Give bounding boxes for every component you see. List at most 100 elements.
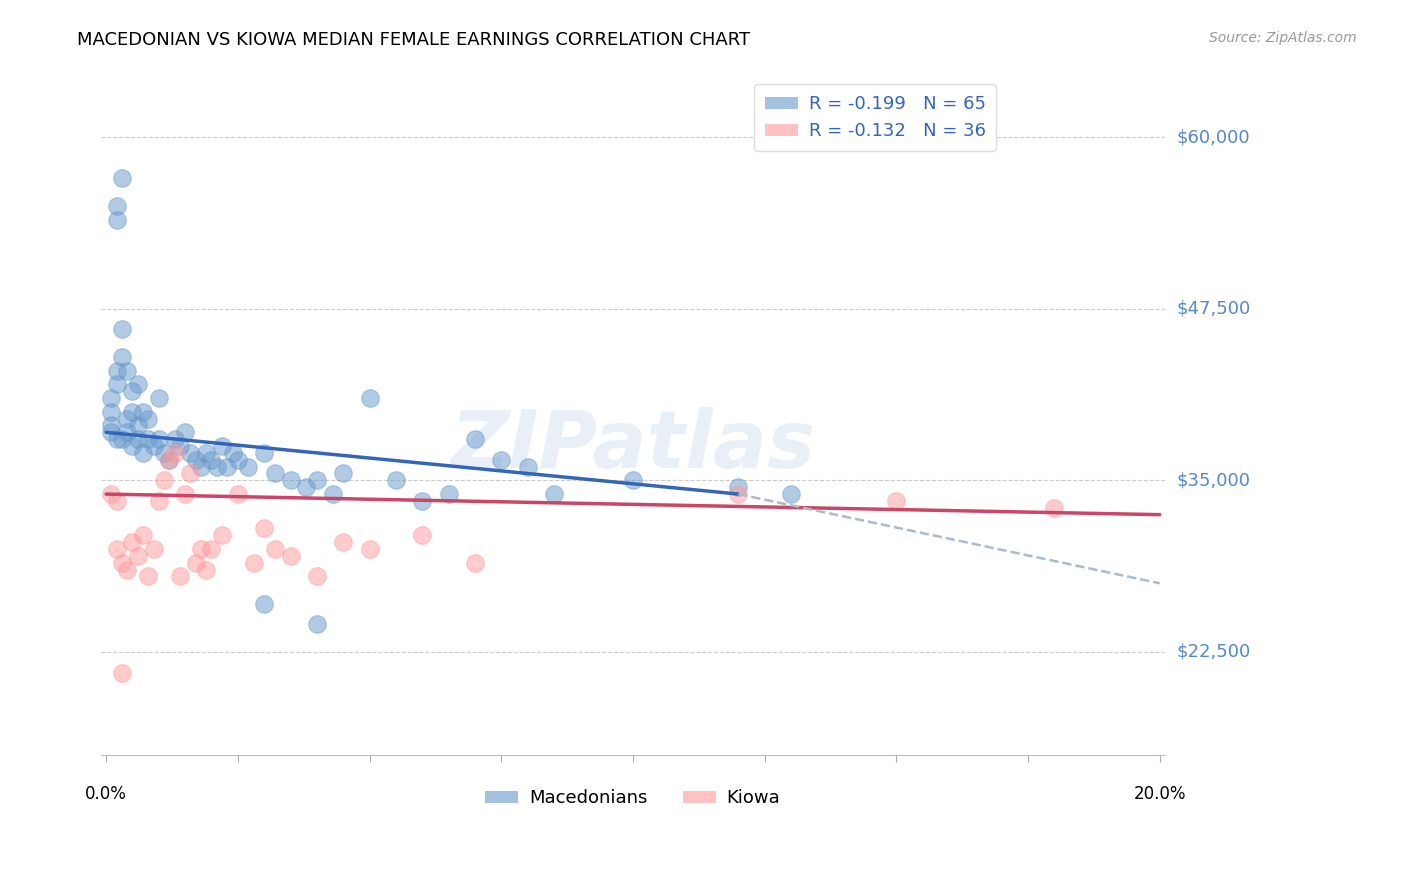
Text: Source: ZipAtlas.com: Source: ZipAtlas.com	[1209, 31, 1357, 45]
Text: 0.0%: 0.0%	[86, 786, 127, 804]
Point	[190, 541, 212, 556]
Point	[205, 459, 228, 474]
Point	[136, 569, 159, 583]
Point	[111, 665, 134, 680]
Point	[142, 439, 165, 453]
Point	[195, 446, 218, 460]
Point	[132, 405, 155, 419]
Point	[174, 425, 197, 440]
Point	[127, 377, 149, 392]
Point	[100, 391, 122, 405]
Point	[263, 541, 285, 556]
Point	[1043, 500, 1066, 515]
Text: $47,500: $47,500	[1177, 300, 1250, 318]
Point	[305, 617, 328, 632]
Point	[148, 391, 170, 405]
Point	[148, 494, 170, 508]
Point	[305, 569, 328, 583]
Point	[411, 528, 433, 542]
Point	[780, 487, 803, 501]
Point	[100, 425, 122, 440]
Point	[195, 563, 218, 577]
Text: $35,000: $35,000	[1177, 471, 1250, 490]
Point	[179, 467, 201, 481]
Point	[111, 322, 134, 336]
Point	[253, 446, 276, 460]
Point	[242, 556, 264, 570]
Point	[115, 425, 138, 440]
Point	[174, 487, 197, 501]
Point	[295, 480, 318, 494]
Point	[322, 487, 344, 501]
Point	[163, 432, 186, 446]
Text: MACEDONIAN VS KIOWA MEDIAN FEMALE EARNINGS CORRELATION CHART: MACEDONIAN VS KIOWA MEDIAN FEMALE EARNIN…	[77, 31, 751, 49]
Point	[253, 597, 276, 611]
Point	[179, 446, 201, 460]
Text: ZIPatlas: ZIPatlas	[450, 407, 815, 485]
Point	[211, 528, 233, 542]
Point	[200, 541, 222, 556]
Point	[464, 556, 486, 570]
Point	[359, 541, 381, 556]
Point	[516, 459, 538, 474]
Point	[148, 432, 170, 446]
Point	[280, 474, 302, 488]
Point	[127, 418, 149, 433]
Point	[621, 474, 644, 488]
Point	[111, 556, 134, 570]
Point	[105, 199, 128, 213]
Text: 20.0%: 20.0%	[1133, 786, 1187, 804]
Point	[489, 452, 512, 467]
Point	[332, 535, 354, 549]
Point	[100, 405, 122, 419]
Point	[886, 494, 908, 508]
Point	[105, 494, 128, 508]
Point	[411, 494, 433, 508]
Point	[111, 171, 134, 186]
Point	[238, 459, 260, 474]
Point	[111, 432, 134, 446]
Point	[359, 391, 381, 405]
Point	[163, 446, 186, 460]
Point	[157, 452, 180, 467]
Point	[727, 487, 749, 501]
Legend: Macedonians, Kiowa: Macedonians, Kiowa	[478, 782, 787, 814]
Point	[115, 563, 138, 577]
Point	[437, 487, 460, 501]
Point	[115, 411, 138, 425]
Point	[253, 521, 276, 535]
Point	[263, 467, 285, 481]
Point	[132, 446, 155, 460]
Point	[169, 439, 191, 453]
Point	[184, 556, 207, 570]
Point	[127, 549, 149, 563]
Point	[121, 535, 143, 549]
Point	[305, 474, 328, 488]
Point	[217, 459, 239, 474]
Point	[153, 446, 176, 460]
Point	[153, 474, 176, 488]
Point	[136, 432, 159, 446]
Point	[132, 528, 155, 542]
Point	[385, 474, 408, 488]
Point	[226, 452, 249, 467]
Point	[105, 363, 128, 377]
Point	[727, 480, 749, 494]
Point	[221, 446, 243, 460]
Point	[127, 432, 149, 446]
Point	[211, 439, 233, 453]
Point	[142, 541, 165, 556]
Point	[190, 459, 212, 474]
Point	[100, 487, 122, 501]
Point	[169, 569, 191, 583]
Point	[464, 432, 486, 446]
Point	[105, 541, 128, 556]
Point	[105, 432, 128, 446]
Point	[226, 487, 249, 501]
Point	[184, 452, 207, 467]
Point	[121, 384, 143, 398]
Point	[280, 549, 302, 563]
Text: $22,500: $22,500	[1177, 643, 1250, 661]
Point	[115, 363, 138, 377]
Point	[121, 439, 143, 453]
